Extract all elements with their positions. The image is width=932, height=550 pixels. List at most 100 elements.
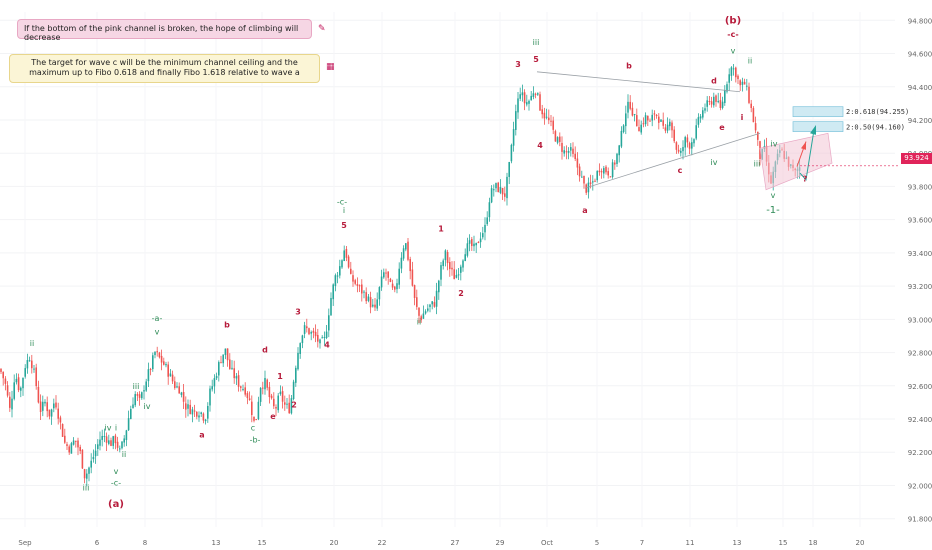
- candle-body: [108, 440, 110, 444]
- candle-body: [352, 275, 354, 282]
- candle-body: [576, 158, 579, 168]
- price-tick-label: 93.200: [908, 283, 932, 291]
- chart-icon[interactable]: ▦: [326, 62, 335, 72]
- candle-body: [46, 402, 48, 412]
- candle-body: [715, 95, 717, 102]
- candle-body: [288, 402, 290, 414]
- candle-body: [39, 401, 42, 413]
- wave-label: c: [678, 166, 683, 175]
- candle-body: [691, 142, 693, 149]
- candle-body: [567, 150, 570, 153]
- candle-body: [735, 67, 737, 78]
- candle-body: [563, 150, 565, 154]
- candle-body: [251, 401, 253, 416]
- candle-body: [453, 269, 455, 280]
- candle-body: [125, 430, 128, 441]
- candle-body: [462, 260, 464, 268]
- candle-body: [182, 392, 185, 402]
- candle-body: [198, 415, 200, 418]
- wave-label: e: [719, 123, 725, 132]
- candle-body: [339, 266, 341, 276]
- candle-body: [644, 115, 647, 125]
- candle-body: [94, 450, 97, 457]
- time-tick-label: 8: [143, 539, 147, 547]
- candle-body: [0, 368, 2, 372]
- candle-body: [622, 125, 625, 132]
- candle-body: [662, 120, 664, 126]
- time-tick-label: 20: [330, 539, 339, 547]
- candle-body: [149, 368, 152, 370]
- candle-body: [28, 360, 31, 362]
- price-tick-label: 92.200: [908, 449, 932, 457]
- candle-body: [158, 352, 161, 358]
- candle-body: [647, 115, 649, 121]
- price-tick-label: 93.400: [908, 250, 932, 258]
- wave-label: b: [626, 61, 632, 70]
- candle-body: [295, 367, 297, 383]
- price-axis[interactable]: 94.80094.60094.40094.20094.00093.80093.6…: [908, 17, 932, 523]
- candle-body: [389, 278, 392, 283]
- candle-body: [717, 101, 719, 103]
- candle-body: [44, 401, 46, 404]
- candle-body: [147, 369, 150, 382]
- candle-body: [270, 395, 273, 399]
- candle-body: [343, 250, 345, 262]
- candle-body: [308, 328, 310, 335]
- candle-body: [743, 81, 746, 85]
- candle-body: [79, 446, 81, 452]
- wave-label: v: [731, 47, 736, 56]
- candle-body: [171, 374, 174, 382]
- candle-body: [321, 337, 323, 339]
- wave-label: c: [251, 424, 255, 433]
- target-note[interactable]: The target for wave c will be the minimu…: [9, 54, 320, 83]
- time-axis[interactable]: Sep 6 8 13 15 20 22 27 29 Oct 5 7 11 13 15 18 20: [18, 539, 864, 547]
- candle-body: [273, 398, 275, 407]
- candle-body: [708, 100, 711, 102]
- candle-body: [196, 411, 198, 417]
- candle-body: [682, 147, 684, 152]
- pink-channel-note[interactable]: If the bottom of the pink channel is bro…: [17, 19, 312, 42]
- candle-body: [594, 180, 596, 182]
- time-tick-label: 15: [258, 539, 267, 547]
- candle-body: [59, 417, 62, 423]
- candle-body: [387, 271, 389, 278]
- candle-body: [132, 404, 134, 409]
- fib-618-zone: [792, 106, 844, 118]
- candle-body: [603, 168, 605, 174]
- time-tick-label: 15: [779, 539, 788, 547]
- candle-body: [431, 301, 433, 305]
- price-tick-label: 92.600: [908, 383, 932, 391]
- candle-body: [345, 248, 348, 258]
- candle-body: [22, 377, 24, 389]
- candle-body: [178, 386, 180, 394]
- candle-body: [174, 381, 176, 388]
- candle-body: [378, 287, 381, 300]
- price-tick-label: 94.600: [908, 51, 932, 59]
- candle-body: [473, 243, 475, 247]
- wave-label: -b-: [250, 435, 261, 444]
- candle-body: [418, 307, 420, 316]
- wave-label: ?: [803, 174, 808, 183]
- candle-body: [240, 386, 242, 388]
- candle-body: [550, 120, 552, 122]
- candle-body: [728, 74, 730, 83]
- candle-body: [246, 393, 249, 399]
- candle-body: [688, 142, 691, 149]
- candle-body: [310, 332, 312, 334]
- candle-body: [618, 145, 620, 156]
- candle-body: [237, 375, 240, 387]
- price-tick-label: 93.600: [908, 217, 932, 225]
- candle-body: [176, 386, 178, 388]
- candle-body: [347, 256, 350, 268]
- candle-body: [570, 147, 572, 151]
- pencil-icon[interactable]: ✎: [318, 24, 326, 34]
- candle-body: [15, 378, 18, 383]
- candle-body: [11, 398, 13, 410]
- candle-body: [638, 127, 640, 132]
- candle-body: [215, 376, 218, 379]
- candle-body: [405, 243, 407, 250]
- wave-label: v: [771, 191, 776, 200]
- candle-body: [490, 188, 493, 203]
- candle-body: [231, 367, 233, 369]
